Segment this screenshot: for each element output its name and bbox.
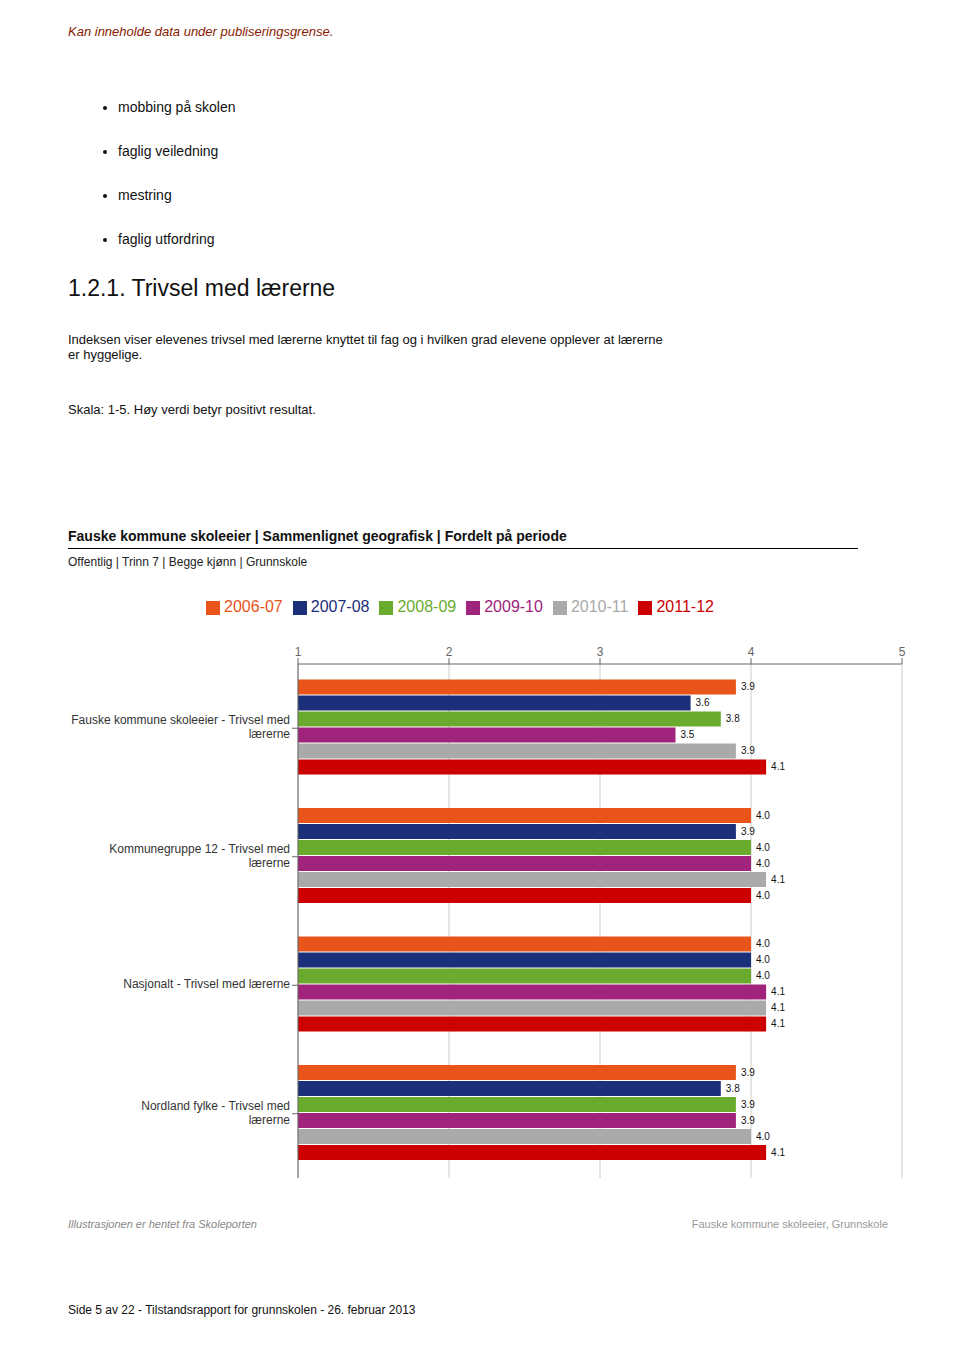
- html-text:2011-12: 2011-12: [656, 598, 714, 615]
- svg-text:Nasjonalt - Trivsel med lærern: Nasjonalt - Trivsel med lærerne: [123, 977, 290, 991]
- svg-text:4.0: 4.0: [756, 1131, 770, 1142]
- html-text:2010-11: 2010-11: [570, 598, 629, 615]
- svg-text:Kommunegruppe 12 - Trivsel med: Kommunegruppe 12 - Trivsel medlærerne: [109, 842, 290, 870]
- svg-text:3.8: 3.8: [726, 1083, 740, 1094]
- svg-text:4.1: 4.1: [771, 986, 785, 997]
- svg-text:3: 3: [597, 645, 604, 659]
- svg-text:3.5: 3.5: [681, 729, 695, 740]
- svg-text:4.0: 4.0: [756, 842, 770, 853]
- html-text:2008-09: 2008-09: [397, 598, 457, 615]
- html-text:Side 5 av 22 - Tilstandsrappor: Side 5 av 22 - Tilstandsrapport for grun…: [68, 1303, 416, 1317]
- svg-text:4: 4: [748, 645, 755, 659]
- svg-text:4.0: 4.0: [756, 810, 770, 821]
- svg-text:3.9: 3.9: [741, 1115, 755, 1126]
- svg-text:3.9: 3.9: [741, 1099, 755, 1110]
- html-text:Offentlig | Trinn 7 | Begge kj: Offentlig | Trinn 7 | Begge kjønn | Grun…: [68, 555, 308, 569]
- html-text:2007-08: 2007-08: [310, 598, 370, 615]
- svg-text:4.1: 4.1: [771, 874, 785, 885]
- html-text:Kan inneholde data under publi: Kan inneholde data under publiseringsgre…: [68, 24, 334, 39]
- svg-text:4.0: 4.0: [756, 890, 770, 901]
- svg-text:2: 2: [446, 645, 453, 659]
- html-text:2006-07: 2006-07: [224, 598, 283, 615]
- svg-text:3.9: 3.9: [741, 745, 755, 756]
- svg-text:4.1: 4.1: [771, 761, 785, 772]
- svg-text:5: 5: [899, 645, 906, 659]
- svg-text:3.9: 3.9: [741, 1067, 755, 1078]
- svg-text:3.9: 3.9: [741, 681, 755, 692]
- html-text:1.2.1. Trivsel med lærerne: 1.2.1. Trivsel med lærerne: [68, 275, 336, 301]
- html-text:Indeksen viser elevenes trivse: Indeksen viser elevenes trivsel med lære…: [68, 332, 663, 362]
- svg-text:4.1: 4.1: [771, 1002, 785, 1013]
- html-text:faglig utfordring: faglig utfordring: [118, 231, 215, 247]
- html-text:Fauske kommune skoleeier, Grun: Fauske kommune skoleeier, Grunnskole: [691, 1218, 888, 1230]
- svg-text:3.6: 3.6: [696, 697, 710, 708]
- svg-text:4.0: 4.0: [756, 954, 770, 965]
- html-text:Fauske kommune skoleeier | Sam: Fauske kommune skoleeier | Sammenlignet …: [68, 528, 567, 544]
- svg-text:4.0: 4.0: [756, 938, 770, 949]
- svg-text:4.0: 4.0: [756, 970, 770, 981]
- html-text:faglig veiledning: faglig veiledning: [118, 143, 219, 159]
- html-text:2009-10: 2009-10: [484, 598, 543, 615]
- html-text:mobbing på skolen: mobbing på skolen: [118, 99, 236, 115]
- svg-text:4.1: 4.1: [771, 1018, 785, 1029]
- svg-text:4.1: 4.1: [771, 1147, 785, 1158]
- svg-text:3.9: 3.9: [741, 826, 755, 837]
- svg-text:Fauske kommune skoleeier - Tri: Fauske kommune skoleeier - Trivsel medlæ…: [71, 713, 290, 741]
- html-text:mestring: mestring: [118, 187, 172, 203]
- html-text:Skala: 1-5. Høy verdi betyr po: Skala: 1-5. Høy verdi betyr positivt res…: [68, 402, 316, 417]
- svg-text:Nordland fylke - Trivsel medlæ: Nordland fylke - Trivsel medlærerne: [141, 1099, 290, 1127]
- html-text:Illustrasjonen er hentet fra S: Illustrasjonen er hentet fra Skoleporten: [68, 1218, 257, 1230]
- svg-text:4.0: 4.0: [756, 858, 770, 869]
- svg-text:1: 1: [295, 645, 302, 659]
- svg-text:3.8: 3.8: [726, 713, 740, 724]
